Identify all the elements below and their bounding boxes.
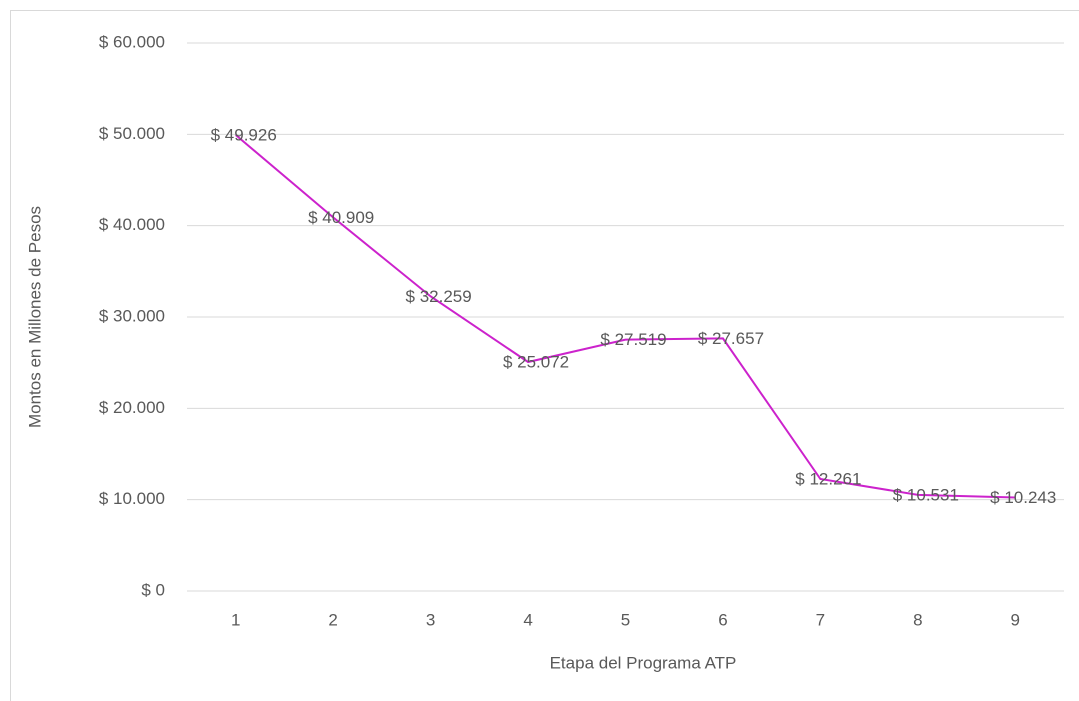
x-tick-label: 3: [426, 610, 435, 629]
data-label: $ 12.261: [795, 470, 861, 489]
data-label: $ 10.243: [990, 488, 1056, 507]
chart-border: [10, 10, 1079, 701]
y-tick-label: $ 40.000: [99, 215, 165, 234]
data-label: $ 27.657: [698, 329, 764, 348]
data-label: $ 27.519: [600, 330, 666, 349]
x-tick-label: 1: [231, 610, 240, 629]
y-tick-label: $ 60.000: [99, 32, 165, 51]
data-label: $ 10.531: [893, 485, 959, 504]
x-tick-label: 7: [816, 610, 825, 629]
data-label: $ 40.909: [308, 208, 374, 227]
data-line: [235, 134, 1016, 499]
data-label: $ 25.072: [503, 352, 569, 371]
x-tick-label: 8: [913, 610, 922, 629]
y-tick-label: $ 0: [141, 580, 165, 599]
x-tick-label: 9: [1011, 610, 1020, 629]
x-tick-label: 2: [328, 610, 337, 629]
x-tick-label: 6: [718, 610, 727, 629]
y-tick-label: $ 30.000: [99, 306, 165, 325]
y-axis-label: Montos en Millones de Pesos: [25, 206, 44, 428]
y-tick-label: $ 20.000: [99, 398, 165, 417]
data-label: $ 49.926: [211, 125, 277, 144]
x-axis-label: Etapa del Programa ATP: [550, 653, 737, 672]
y-tick-label: $ 50.000: [99, 124, 165, 143]
data-label: $ 32.259: [406, 287, 472, 306]
x-tick-label: 5: [621, 610, 630, 629]
x-tick-label: 4: [523, 610, 532, 629]
y-tick-label: $ 10.000: [99, 489, 165, 508]
